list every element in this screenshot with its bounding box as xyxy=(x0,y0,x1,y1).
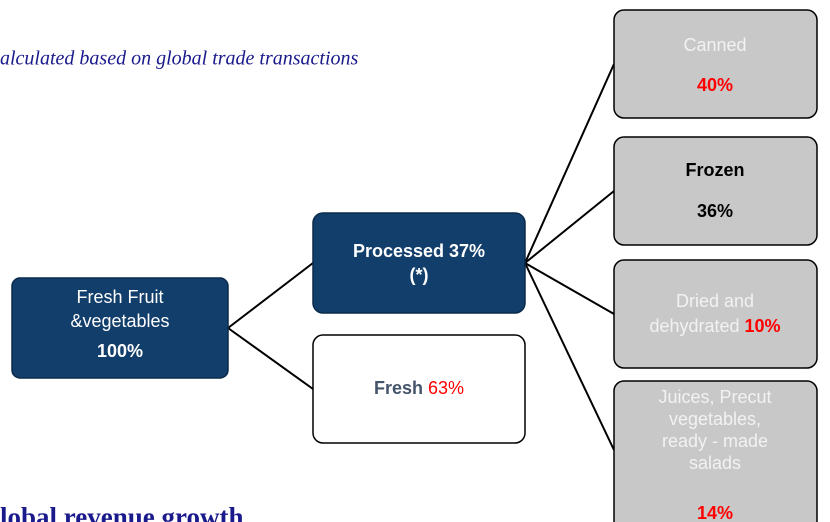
dried-box xyxy=(613,259,818,369)
canned-box xyxy=(613,9,818,119)
node-text: salads xyxy=(689,453,741,473)
root-box xyxy=(11,277,229,379)
connectors xyxy=(227,63,615,451)
juices-box xyxy=(613,380,818,522)
footer-title: lobal revenue growth xyxy=(0,502,244,522)
node-text: (*) xyxy=(410,265,429,285)
node-label: Fresh xyxy=(374,378,423,398)
note: alculated based on global trade transact… xyxy=(0,48,359,70)
frozen-box xyxy=(613,136,818,246)
node-text: Dried and xyxy=(676,291,754,311)
node-text: &vegetables xyxy=(70,311,169,331)
node-value: 10% xyxy=(745,316,781,336)
node-label: Frozen xyxy=(685,160,744,180)
node-value: 36% xyxy=(697,201,733,221)
node-label: Canned xyxy=(683,35,746,55)
node-text: dehydrated 10% xyxy=(649,316,780,336)
node-text: dehydrated xyxy=(649,316,739,336)
node-value: 40% xyxy=(697,75,733,95)
connector xyxy=(227,262,314,390)
node-text: Processed 37% xyxy=(353,241,485,261)
node-text: Fresh 63% xyxy=(374,378,464,398)
node-value: 100% xyxy=(97,341,143,361)
fresh-box xyxy=(312,334,526,444)
node-text: ready - made xyxy=(662,431,768,451)
node-value: 14% xyxy=(697,503,733,522)
node-text: vegetables, xyxy=(669,409,761,429)
node-value: 63% xyxy=(428,378,464,398)
connector xyxy=(524,63,615,451)
node-text: Fresh Fruit xyxy=(76,287,163,307)
node-text: Juices, Precut xyxy=(658,387,771,407)
processed-box xyxy=(312,212,526,314)
